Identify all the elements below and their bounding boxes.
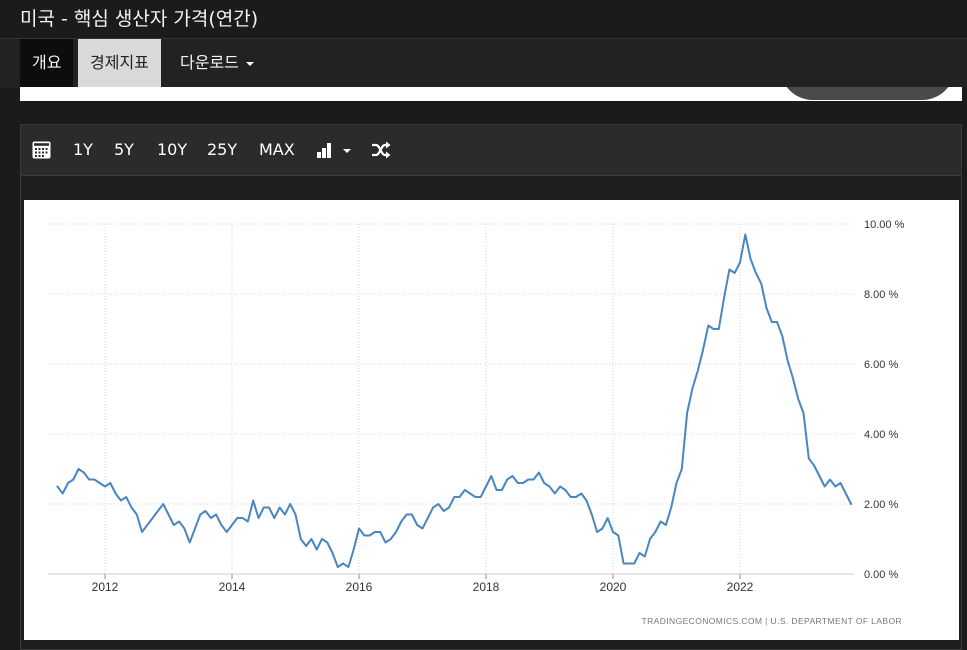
y-tick-label: 8.00 % [864,289,898,301]
y-tick-label: 2.00 % [864,499,898,511]
shuffle-icon[interactable] [371,141,391,161]
series-line [56,233,853,568]
range-10y-button[interactable]: 10Y [157,140,188,159]
search-pill[interactable] [780,87,955,100]
chart-toolbar: 1Y 5Y 10Y 25Y MAX [21,125,961,176]
calendar-icon[interactable] [32,140,51,160]
range-25y-button[interactable]: 25Y [207,140,238,159]
chart-type-icon[interactable] [317,141,355,161]
source-credit: TRADINGECONOMICS.COM | U.S. DEPARTMENT O… [642,616,902,626]
x-tick-label: 2018 [473,580,500,594]
range-5y-button[interactable]: 5Y [114,140,134,159]
nav-tabs: 개요 경제지표 다운로드 [0,38,967,88]
chart-panel: 1Y 5Y 10Y 25Y MAX 10.00 % 8.00 % 6.00 % 4.0… [20,124,962,650]
x-tick-label: 2020 [600,580,627,594]
tab-indicators[interactable]: 경제지표 [78,39,161,88]
y-tick-label: 4.00 % [864,429,898,441]
caret-down-icon [245,61,254,66]
x-tick-label: 2012 [92,580,119,594]
page-title: 미국 - 핵심 생산자 가격(연간) [20,8,259,30]
y-tick-label: 10.00 % [864,219,905,231]
range-1y-button[interactable]: 1Y [73,140,93,159]
x-tick-label: 2022 [727,580,754,594]
search-strip [20,87,962,101]
x-tick-label: 2016 [346,580,373,594]
tab-overview[interactable]: 개요 [20,39,74,88]
x-tick-label: 2014 [219,580,246,594]
tab-download-label: 다운로드 [180,53,239,72]
y-tick-label: 0.00 % [864,569,898,581]
line-chart: 10.00 % 8.00 % 6.00 % 4.00 % 2.00 % 0.00 % 201… [48,219,905,626]
y-tick-label: 6.00 % [864,359,898,371]
chart-area: 10.00 % 8.00 % 6.00 % 4.00 % 2.00 % 0.00 % 201… [24,200,959,640]
range-max-button[interactable]: MAX [259,140,295,159]
tab-download[interactable]: 다운로드 [168,39,266,88]
